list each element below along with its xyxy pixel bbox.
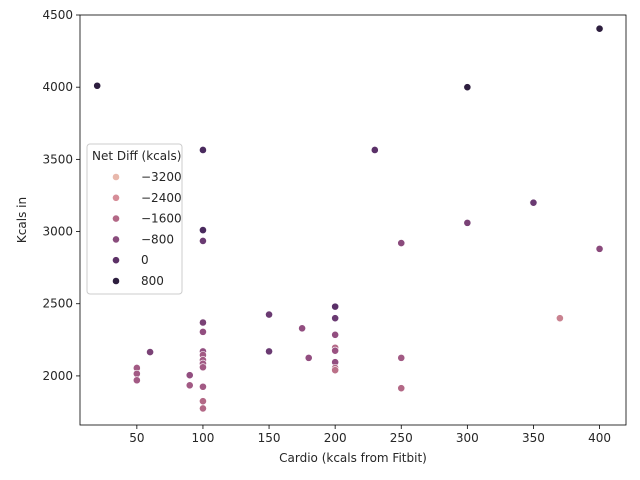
data-point <box>331 366 340 375</box>
data-point <box>199 237 207 245</box>
x-tick-label: 250 <box>390 431 413 445</box>
legend-marker <box>112 214 120 223</box>
legend-marker <box>112 235 120 244</box>
y-tick-label: 4000 <box>42 80 73 94</box>
legend-entry-label: −2400 <box>141 191 182 205</box>
x-axis-ticks: 50 100 150 200 250 300 350 400 <box>129 425 611 445</box>
data-point <box>132 369 141 378</box>
data-point <box>331 330 340 339</box>
data-point <box>595 24 604 33</box>
legend: Net Diff (kcals) −3200 −2400 −1600 −800 0 800 <box>86 143 183 295</box>
data-point <box>304 353 313 362</box>
y-tick-label: 2000 <box>42 369 73 383</box>
legend-box <box>86 143 183 295</box>
data-point <box>132 376 141 385</box>
x-tick-label: 400 <box>588 431 611 445</box>
x-axis-label: Cardio (kcals from Fitbit) <box>279 451 427 465</box>
x-tick-label: 100 <box>191 431 214 445</box>
points-layer <box>93 24 604 413</box>
y-tick-label: 4500 <box>42 8 73 22</box>
data-point <box>199 397 207 406</box>
data-point <box>185 371 194 380</box>
y-tick-label: 3000 <box>42 225 73 239</box>
legend-marker <box>112 277 120 285</box>
data-point <box>370 146 379 154</box>
data-point <box>146 348 154 356</box>
data-point <box>397 239 406 247</box>
y-tick-label: 2500 <box>42 297 73 311</box>
data-point <box>199 226 207 235</box>
data-point <box>331 314 340 323</box>
data-point <box>265 347 273 356</box>
data-point <box>199 382 207 391</box>
y-axis-label: Kcals in <box>15 197 29 243</box>
data-point <box>265 310 273 319</box>
legend-entry-label: −3200 <box>141 170 182 184</box>
data-point <box>185 381 194 390</box>
x-tick-label: 350 <box>522 431 545 445</box>
legend-entries: −3200 −2400 −1600 −800 0 800 <box>112 170 182 288</box>
legend-marker <box>112 193 120 202</box>
data-point <box>199 404 207 413</box>
data-point <box>93 81 102 90</box>
legend-entry-label: −800 <box>141 232 174 246</box>
data-point <box>463 83 472 92</box>
data-point <box>397 384 406 393</box>
y-tick-label: 3500 <box>42 152 73 166</box>
legend-marker <box>112 256 120 265</box>
data-point <box>199 146 207 154</box>
data-point <box>199 363 207 372</box>
data-point <box>199 318 207 327</box>
legend-entry-label: −1600 <box>141 212 182 226</box>
data-point <box>595 244 604 253</box>
data-point <box>298 324 307 333</box>
x-tick-label: 200 <box>324 431 347 445</box>
data-point <box>397 353 406 362</box>
data-point <box>199 327 207 336</box>
data-point <box>529 198 538 207</box>
data-point <box>331 346 340 355</box>
data-point <box>555 314 564 323</box>
x-tick-label: 150 <box>258 431 281 445</box>
data-point <box>463 218 472 227</box>
legend-title: Net Diff (kcals) <box>92 149 181 163</box>
legend-entry-label: 800 <box>141 274 164 288</box>
y-axis-ticks: 2000 2500 3000 3500 4000 4500 <box>42 8 80 383</box>
legend-entry-label: 0 <box>141 253 149 267</box>
plot-frame <box>79 14 627 426</box>
x-tick-label: 300 <box>456 431 479 445</box>
data-point <box>331 302 340 311</box>
x-tick-label: 50 <box>129 431 144 445</box>
legend-marker <box>112 173 120 181</box>
